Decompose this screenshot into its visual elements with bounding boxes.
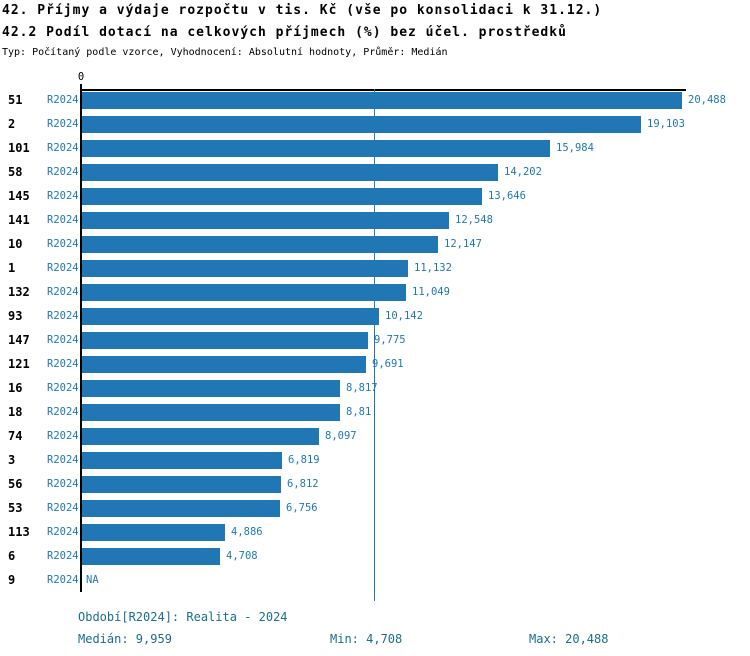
bar bbox=[82, 331, 368, 349]
row-label: 53 bbox=[8, 500, 23, 515]
row-period-label: R2024 bbox=[47, 477, 79, 490]
row-period-label: R2024 bbox=[47, 405, 79, 418]
bar-value-label: 6,756 bbox=[286, 501, 318, 514]
row-label: 3 bbox=[8, 452, 16, 467]
footer-period: Období[R2024]: Realita - 2024 bbox=[78, 610, 288, 624]
chart-title-line2: 42.2 Podíl dotací na celkových příjmech … bbox=[2, 25, 567, 40]
bar-value-label: 12,548 bbox=[455, 213, 493, 226]
bar bbox=[82, 451, 282, 469]
bar bbox=[82, 355, 366, 373]
row-period-label: R2024 bbox=[47, 285, 79, 298]
row-label: 93 bbox=[8, 308, 23, 323]
row-label: 51 bbox=[8, 92, 23, 107]
row-period-label: R2024 bbox=[47, 549, 79, 562]
bar bbox=[82, 283, 406, 301]
bar-value-label: 12,147 bbox=[444, 237, 482, 250]
footer-median: Medián: 9,959 bbox=[78, 632, 172, 646]
bar-value-label: 10,142 bbox=[385, 309, 423, 322]
bar-value-label: 19,103 bbox=[647, 117, 685, 130]
bar bbox=[82, 187, 482, 205]
bar-value-label: 6,819 bbox=[288, 453, 320, 466]
x-axis-line bbox=[81, 89, 686, 91]
y-axis-line bbox=[79, 89, 82, 592]
row-period-label: R2024 bbox=[47, 165, 79, 178]
row-label: 141 bbox=[8, 212, 30, 227]
row-label: 58 bbox=[8, 164, 23, 179]
row-label: 132 bbox=[8, 284, 30, 299]
row-label: 101 bbox=[8, 140, 30, 155]
row-label: 147 bbox=[8, 332, 30, 347]
row-label: 74 bbox=[8, 428, 23, 443]
bar-value-label: 20,488 bbox=[688, 93, 726, 106]
bar-value-label: 15,984 bbox=[556, 141, 594, 154]
bar bbox=[82, 379, 340, 397]
chart-title-line1: 42. Příjmy a výdaje rozpočtu v tis. Kč (… bbox=[2, 3, 603, 18]
row-label: 9 bbox=[8, 572, 16, 587]
footer-min: Min: 4,708 bbox=[330, 632, 403, 646]
row-period-label: R2024 bbox=[47, 573, 79, 586]
bar bbox=[82, 139, 550, 157]
row-label: 6 bbox=[8, 548, 16, 563]
bar bbox=[82, 115, 641, 133]
bar-value-label: 11,132 bbox=[414, 261, 452, 274]
chart-meta-line: Typ: Počítaný podle vzorce, Vyhodnocení:… bbox=[2, 47, 448, 58]
bar-value-label: 8,817 bbox=[346, 381, 378, 394]
row-label: 56 bbox=[8, 476, 23, 491]
row-label: 1 bbox=[8, 260, 16, 275]
row-label: 16 bbox=[8, 380, 23, 395]
row-period-label: R2024 bbox=[47, 189, 79, 202]
bar-value-label: 9,691 bbox=[372, 357, 404, 370]
row-period-label: R2024 bbox=[47, 117, 79, 130]
row-period-label: R2024 bbox=[47, 357, 79, 370]
bar bbox=[82, 403, 340, 421]
median-line bbox=[374, 89, 375, 601]
bar-value-label: 13,646 bbox=[488, 189, 526, 202]
bar-value-label: 9,775 bbox=[374, 333, 406, 346]
row-label: 145 bbox=[8, 188, 30, 203]
bar bbox=[82, 547, 220, 565]
row-period-label: R2024 bbox=[47, 453, 79, 466]
bar bbox=[82, 523, 225, 541]
bar bbox=[82, 475, 281, 493]
bar-value-label: 8,097 bbox=[325, 429, 357, 442]
row-period-label: R2024 bbox=[47, 237, 79, 250]
row-label: 10 bbox=[8, 236, 23, 251]
bar bbox=[82, 259, 408, 277]
x-axis-zero-tick bbox=[80, 84, 82, 89]
row-period-label: R2024 bbox=[47, 381, 79, 394]
bar-value-label: 6,812 bbox=[287, 477, 319, 490]
bar-value-label: 11,049 bbox=[412, 285, 450, 298]
row-period-label: R2024 bbox=[47, 261, 79, 274]
bar-value-label: 14,202 bbox=[504, 165, 542, 178]
bar-value-label: 4,708 bbox=[226, 549, 258, 562]
row-label: 113 bbox=[8, 524, 30, 539]
bar bbox=[82, 163, 498, 181]
row-label: 2 bbox=[8, 116, 16, 131]
bar bbox=[82, 91, 682, 109]
bar bbox=[82, 307, 379, 325]
row-period-label: R2024 bbox=[47, 501, 79, 514]
row-period-label: R2024 bbox=[47, 525, 79, 538]
bar-value-label: 4,886 bbox=[231, 525, 263, 538]
bar bbox=[82, 211, 449, 229]
bar-value-label: NA bbox=[86, 573, 99, 586]
bar bbox=[82, 427, 319, 445]
x-axis-zero-label: 0 bbox=[77, 71, 85, 83]
row-period-label: R2024 bbox=[47, 333, 79, 346]
footer-max: Max: 20,488 bbox=[529, 632, 609, 646]
bar bbox=[82, 499, 280, 517]
row-period-label: R2024 bbox=[47, 309, 79, 322]
row-label: 121 bbox=[8, 356, 30, 371]
bar bbox=[82, 235, 438, 253]
row-period-label: R2024 bbox=[47, 213, 79, 226]
row-period-label: R2024 bbox=[47, 429, 79, 442]
bar-value-label: 8,81 bbox=[346, 405, 372, 418]
row-label: 18 bbox=[8, 404, 23, 419]
row-period-label: R2024 bbox=[47, 93, 79, 106]
row-period-label: R2024 bbox=[47, 141, 79, 154]
